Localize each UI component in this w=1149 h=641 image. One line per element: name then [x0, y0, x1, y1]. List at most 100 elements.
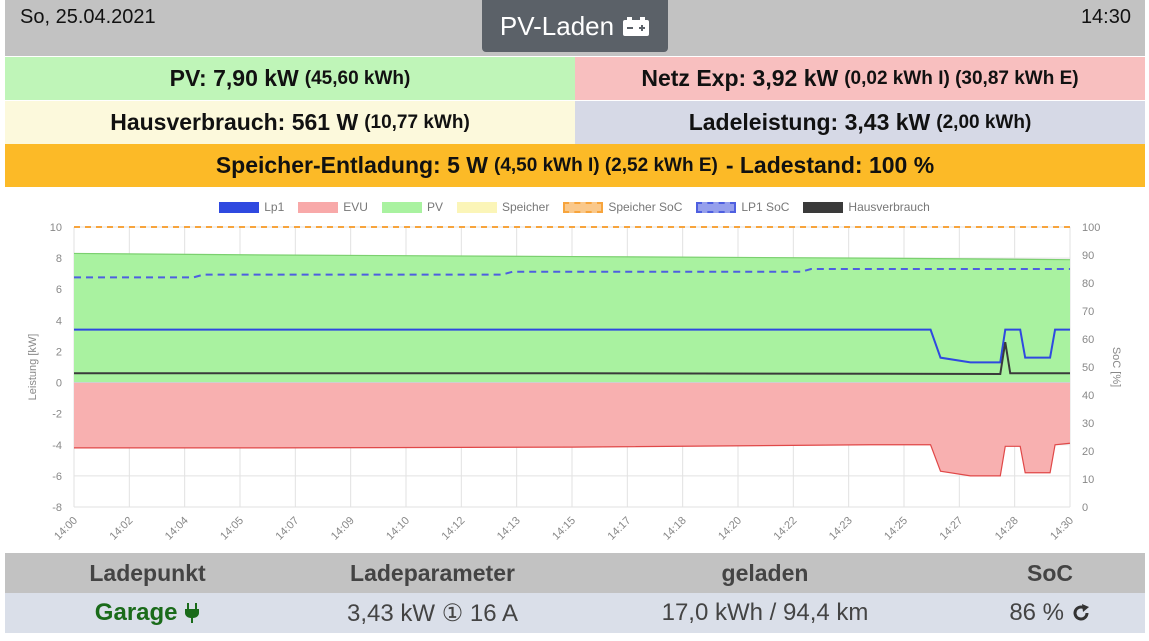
col-ladepunkt: Ladepunkt — [89, 559, 206, 586]
y2-tick-label: 30 — [1082, 418, 1094, 430]
grid-detail: (0,02 kWh I) (30,87 kWh E) — [844, 67, 1079, 89]
col-geladen: geladen — [721, 559, 809, 586]
y-tick-label: 6 — [56, 284, 62, 296]
legend-swatch — [563, 201, 604, 213]
chart-legend: Lp1 EVU PV Speicher Speicher SoC LP1 SoC Hausv… — [0, 200, 1149, 214]
y-axis-title: Leistung [kW] — [27, 334, 39, 401]
x-tick-label: 14:00 — [52, 515, 80, 543]
y-tick-label: -8 — [52, 502, 62, 514]
legend-label: LP1 SoC — [741, 200, 790, 214]
plug-icon — [185, 603, 200, 623]
storage-suffix: - Ladestand: 100 % — [725, 152, 935, 178]
y2-tick-label: 50 — [1082, 362, 1094, 374]
pv-label: PV: 7,90 kW — [169, 65, 299, 91]
y-tick-label: 2 — [56, 346, 62, 358]
legend-item-evu[interactable]: EVU — [298, 200, 368, 214]
y2-tick-label: 90 — [1082, 250, 1094, 262]
storage-label: Speicher-Entladung: 5 W — [215, 152, 488, 178]
x-tick-label: 14:10 — [384, 515, 412, 543]
legend-label: Lp1 — [264, 200, 285, 214]
x-tick-label: 14:22 — [772, 515, 800, 543]
x-tick-label: 14:17 — [606, 515, 634, 543]
charging-label: Ladeleistung: 3,43 kW — [688, 109, 931, 135]
y-tick-label: 4 — [56, 315, 62, 327]
y2-tick-label: 0 — [1082, 502, 1088, 514]
x-tick-label: 14:07 — [274, 515, 302, 543]
y-tick-label: 8 — [56, 253, 62, 265]
battery-icon — [623, 17, 650, 36]
legend-label: PV — [426, 200, 443, 214]
legend-label: Speicher SoC — [608, 200, 683, 214]
legend-item-hausverbrauch[interactable]: Hausverbrauch — [803, 200, 930, 214]
legend-item-lp1[interactable]: Lp1 — [219, 200, 284, 214]
legend-swatch — [696, 201, 737, 213]
x-tick-label: 14:12 — [440, 515, 468, 543]
legend-swatch — [381, 201, 422, 213]
legend-swatch — [803, 201, 844, 213]
legend-swatch — [456, 201, 497, 213]
legend-swatch — [298, 201, 339, 213]
grid-summary: Netz Exp: 3,92 kW (0,02 kWh I) (30,87 kW… — [575, 57, 1145, 100]
y2-tick-label: 20 — [1082, 446, 1094, 458]
y-tick-label: -4 — [52, 440, 62, 452]
x-tick-label: 14:23 — [827, 515, 855, 543]
legend-swatch — [219, 201, 260, 213]
legend-item-speicher[interactable]: Speicher — [456, 200, 549, 214]
charge-table-row: Garage 3,43 kW ① 16 A 17,0 kWh / 94,4 km… — [5, 593, 1145, 633]
chargepoint-garage[interactable]: Garage — [5, 599, 290, 627]
time-label: 14:30 — [1080, 6, 1131, 28]
legend-item-speicher-soc[interactable]: Speicher SoC — [563, 200, 682, 214]
x-tick-label: 14:27 — [938, 515, 966, 543]
charge-table-header: Ladepunkt Ladeparameter geladen SoC — [5, 553, 1145, 593]
charging-summary: Ladeleistung: 3,43 kW (2,00 kWh) — [575, 101, 1145, 144]
col-ladeparameter: Ladeparameter — [350, 559, 515, 586]
x-tick-label: 14:15 — [550, 515, 578, 543]
soc-value: 86 % — [1009, 599, 1065, 626]
x-tick-label: 14:13 — [495, 515, 523, 543]
y-tick-label: -2 — [52, 409, 62, 421]
x-tick-label: 14:30 — [1048, 515, 1076, 543]
pv-series-line — [73, 252, 1071, 261]
pv-summary: PV: 7,90 kW (45,60 kWh) — [5, 57, 575, 100]
storage-summary: Speicher-Entladung: 5 W (4,50 kWh I) (2,… — [5, 144, 1145, 187]
y2-tick-label: 40 — [1082, 390, 1094, 402]
x-tick-label: 14:20 — [716, 515, 744, 543]
col-soc: SoC — [1027, 559, 1073, 586]
y-tick-label: 10 — [50, 222, 62, 234]
legend-label: EVU — [343, 200, 368, 214]
x-tick-label: 14:25 — [882, 515, 910, 543]
y-tick-label: -6 — [52, 471, 62, 483]
legend-item-lp1-soc[interactable]: LP1 SoC — [696, 200, 789, 214]
x-tick-label: 14:18 — [661, 515, 689, 543]
y-tick-label: 0 — [56, 378, 62, 390]
y2-tick-label: 10 — [1082, 474, 1094, 486]
charged-amount: 17,0 kWh / 94,4 km — [661, 599, 869, 626]
y2-tick-label: 100 — [1082, 222, 1100, 234]
lp1-soc-line — [74, 268, 1070, 279]
evu-series-line — [74, 442, 1071, 477]
pv-detail: (45,60 kWh) — [304, 67, 411, 89]
x-tick-label: 14:04 — [163, 515, 191, 543]
x-tick-label: 14:09 — [329, 515, 357, 543]
x-tick-label: 14:28 — [993, 515, 1021, 543]
charging-detail: (2,00 kWh) — [936, 111, 1032, 133]
y2-tick-label: 60 — [1082, 334, 1094, 346]
charge-mode-button[interactable]: PV-Laden — [482, 0, 668, 52]
evu-series-area — [74, 382, 1070, 476]
legend-item-pv[interactable]: PV — [381, 200, 443, 214]
date-label: So, 25.04.2021 — [20, 6, 156, 28]
house-summary: Hausverbrauch: 561 W (10,77 kWh) — [5, 101, 575, 144]
lp1-line — [74, 328, 1070, 364]
power-chart: 1086420-2-4-6-8100908070605040302010014:… — [27, 222, 1122, 543]
refresh-icon[interactable] — [1071, 603, 1091, 623]
charge-parameters[interactable]: 3,43 kW ① 16 A — [347, 599, 518, 627]
legend-label: Hausverbrauch — [848, 200, 930, 214]
y2-axis-title: SoC [%] — [1110, 347, 1122, 387]
y2-tick-label: 80 — [1082, 278, 1094, 290]
house-detail: (10,77 kWh) — [364, 111, 470, 133]
charge-mode-label: PV-Laden — [499, 10, 615, 41]
storage-detail: (4,50 kWh I) (2,52 kWh E) — [494, 154, 718, 176]
pv-series-area — [74, 253, 1070, 383]
soc-value-cell[interactable]: 86 % — [955, 599, 1145, 627]
y2-tick-label: 70 — [1082, 306, 1094, 318]
